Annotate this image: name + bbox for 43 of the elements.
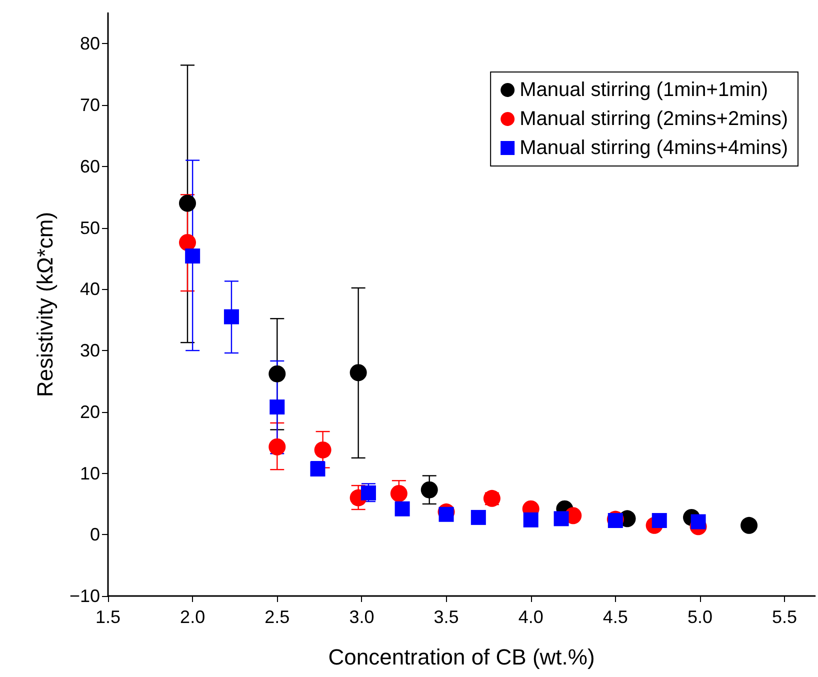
x-tick-label: 5.0 <box>687 607 712 627</box>
point <box>652 513 667 528</box>
y-tick-label: −10 <box>69 586 100 606</box>
point <box>179 234 196 252</box>
x-tick-label: 5.5 <box>772 607 798 627</box>
y-tick-label: 70 <box>80 95 100 116</box>
point <box>554 511 569 526</box>
legend-label: Manual stirring (4mins+4mins) <box>520 137 788 159</box>
point <box>394 501 410 516</box>
point <box>420 481 438 498</box>
y-tick-label: 40 <box>80 279 100 300</box>
point <box>350 364 367 382</box>
point <box>690 514 706 530</box>
y-tick-label: 0 <box>90 524 100 545</box>
x-tick-label: 3.0 <box>349 607 374 627</box>
x-tick-label: 2.5 <box>264 607 290 627</box>
point <box>224 309 239 324</box>
point <box>185 248 200 264</box>
y-axis-title: Resistivity (kΩ*cm) <box>32 212 58 398</box>
point <box>438 506 454 522</box>
x-axis-title: Concentration of CB (wt.%) <box>328 644 595 670</box>
y-tick-label: 20 <box>80 402 100 422</box>
x-tick-label: 4.5 <box>602 607 628 627</box>
point <box>268 365 286 382</box>
point <box>270 399 285 414</box>
point <box>470 510 486 525</box>
y-tick-label: 10 <box>80 463 100 484</box>
point <box>314 441 332 458</box>
x-tick-label: 3.5 <box>434 607 459 627</box>
point <box>523 512 538 528</box>
x-tick-label: 2.0 <box>180 607 206 627</box>
point <box>390 485 408 502</box>
x-tick-label: 4.0 <box>518 607 544 627</box>
point <box>268 438 286 456</box>
y-tick-label: 60 <box>80 156 100 176</box>
x-tick-label: 1.5 <box>95 607 121 627</box>
y-tick-label: 80 <box>80 34 100 54</box>
point <box>740 516 758 534</box>
point <box>179 194 196 212</box>
legend-label: Manual stirring (2mins+2mins) <box>520 108 788 130</box>
legend-label: Manual stirring (1min+1min) <box>520 79 768 101</box>
y-tick-label: 30 <box>80 340 100 361</box>
y-tick-label: 50 <box>80 218 100 238</box>
